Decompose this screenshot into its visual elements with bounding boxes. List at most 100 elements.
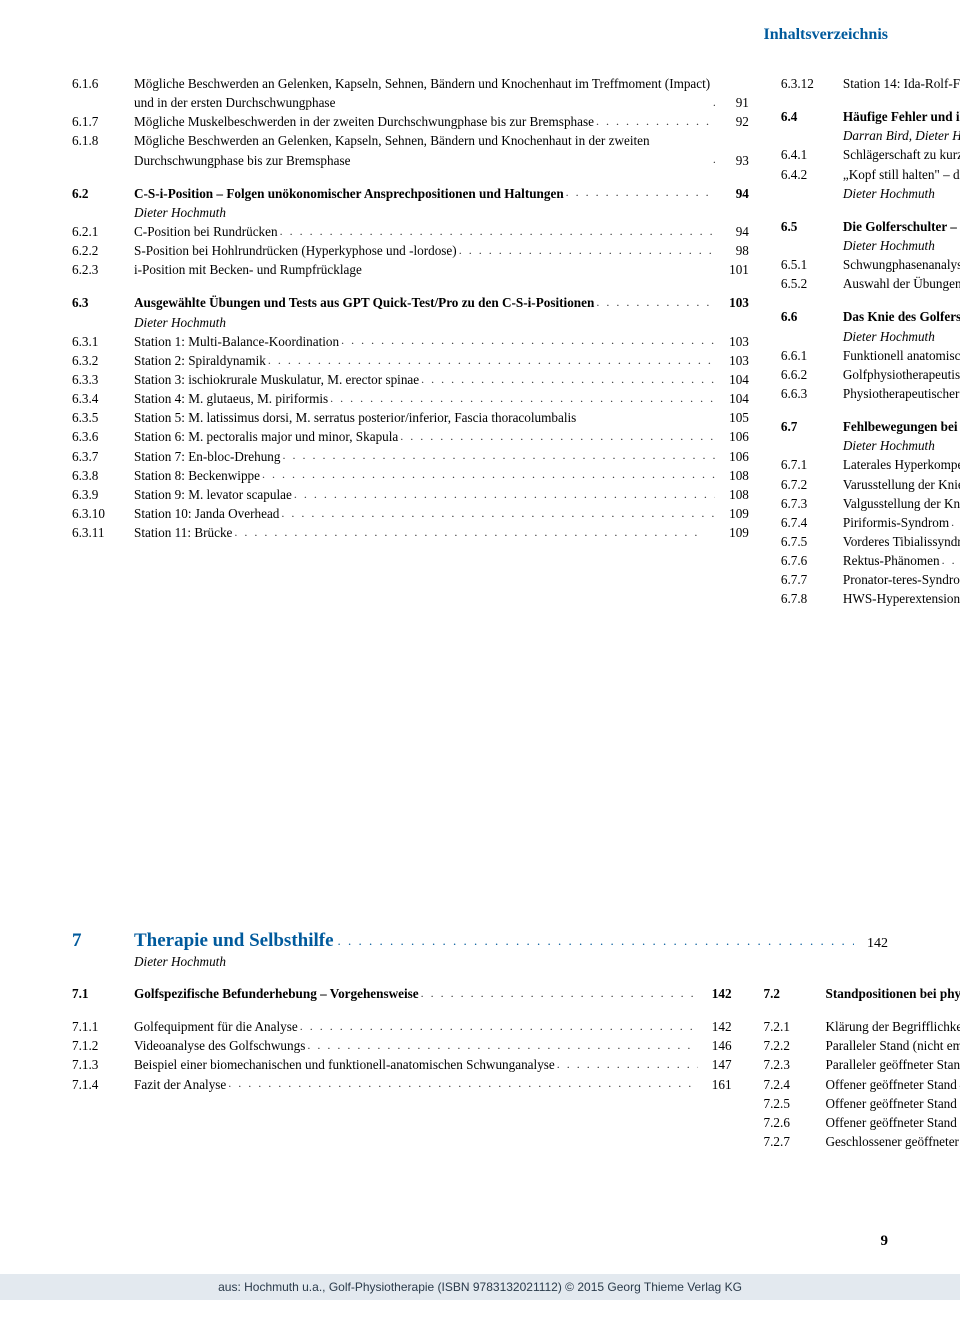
chapter-leader: . . . . . . . . . . . . . . . . . . . . … (334, 933, 854, 949)
entry-title: Rektus-Phänomen (843, 551, 940, 570)
entry-leader: . . . . . . . . . . . . . . . . . . . . … (711, 151, 715, 168)
entry-page: 94 (715, 222, 749, 241)
entry-leader: . . . . . . . . . . . . . . . . . . . . … (949, 514, 960, 531)
entry-number: 6.1.7 (72, 112, 134, 131)
toc-entry: 6.3.9Station 9: M. levator scapulae . . … (72, 485, 749, 504)
entry-number: 6.3.2 (72, 351, 134, 370)
toc-entry: 7.1Golfspezifische Befunderhebung – Vorg… (72, 984, 732, 1003)
entry-leader: . . . . . . . . . . . . . . . . . . . . … (260, 466, 715, 483)
entry-title: Offener geöffneter Stand (826, 1075, 957, 1094)
toc-entry: 7.2.1Klärung der Begrifflichkeiten . . .… (764, 1017, 960, 1036)
entry-page: 92 (715, 112, 749, 131)
entry-number: 6.3.9 (72, 485, 134, 504)
entry-leader: . . . . . . . . . . . . . . . . . . . . … (457, 242, 715, 259)
entry-title: Pronator-teres-Syndrom (843, 570, 960, 589)
toc-entry: Dieter Hochmuth (72, 203, 749, 222)
toc-entry: Dieter Hochmuth (72, 313, 749, 332)
entry-number: 6.7.2 (781, 475, 843, 494)
entry-title: Beispiel einer biomechanischen und funkt… (134, 1055, 555, 1074)
ch7-left-column: 7.1Golfspezifische Befunderhebung – Vorg… (72, 984, 732, 1151)
entry-number: 6.5 (781, 217, 843, 236)
toc-entry: 6.7.3Valgusstellung der Kniegelenke (X-B… (781, 494, 960, 513)
entry-number: 7.2.7 (764, 1132, 826, 1151)
toc-entry: 6.3.1Station 1: Multi-Balance-Koordinati… (72, 332, 749, 351)
entry-title: S-Position bei Hohlrundrücken (Hyperkyph… (134, 241, 457, 260)
entry-title: Videoanalyse des Golfschwungs (134, 1036, 305, 1055)
entry-title: Dieter Hochmuth (843, 236, 935, 255)
entry-page: 142 (698, 1017, 732, 1036)
toc-entry: 6.7.1Laterales Hyperkompensationssyndrom… (781, 455, 960, 474)
entry-number: 6.3.8 (72, 466, 134, 485)
entry-page: 142 (698, 984, 732, 1003)
entry-title: Schwungphasenanalyse bei Golferschulter (843, 255, 960, 274)
entry-leader: . . . . . . . . . . . . . . . . . . . . … (564, 184, 715, 201)
entry-number: 6.7.1 (781, 455, 843, 474)
entry-title: Station 14: Ida-Rolf-Funktionstest (843, 74, 960, 93)
toc-entry: 6.2.3i-Position mit Becken- und Rumpfrüc… (72, 260, 749, 279)
entry-page: 104 (715, 389, 749, 408)
entry-title: Station 9: M. levator scapulae (134, 485, 292, 504)
entry-leader: . . . . . . . . . . . . . . . . . . . . … (226, 1075, 697, 1092)
entry-number: 7.1.4 (72, 1075, 134, 1094)
entry-leader: . . . . . . . . . . . . . . . . . . . . … (278, 223, 715, 240)
toc-entry: 6.3.7Station 7: En-bloc-Drehung . . . . … (72, 447, 749, 466)
entry-title: Funktionell anatomische und biomechanisc… (843, 346, 960, 365)
entry-number: 6.5.2 (781, 274, 843, 293)
entry-page: 108 (715, 485, 749, 504)
entry-number: 6.1.6 (72, 74, 134, 93)
toc-entry: 7.2.2Paralleler Stand (nicht empfohlen) … (764, 1036, 960, 1055)
entry-title: Laterales Hyperkompensationssyndrom des … (843, 455, 960, 474)
entry-leader: . . . . . . . . . . . . . . . . . . . . … (292, 486, 715, 503)
entry-title: Offener geöffneter Stand mit zum Ziel ge… (826, 1094, 960, 1113)
entry-leader: . . . . . . . . . . . . . . . . . . . . … (298, 1018, 698, 1035)
entry-title: Dieter Hochmuth (843, 327, 935, 346)
entry-page: 101 (715, 260, 749, 279)
entry-number: 6.7.5 (781, 532, 843, 551)
toc-entry: 6.3.11Station 11: Brücke . . . . . . . .… (72, 523, 749, 542)
entry-number: 6.6 (781, 307, 843, 326)
entry-leader: . . . . . . . . . . . . . . . . . . . . … (266, 352, 715, 369)
entry-number: 6.7.8 (781, 589, 843, 608)
entry-number: 6.6.1 (781, 346, 843, 365)
entry-number: 6.3.12 (781, 74, 843, 93)
entry-number: 6.2.1 (72, 222, 134, 241)
entry-page: 109 (715, 504, 749, 523)
entry-title: Golfphysiotherapeutische und sportmedizi… (843, 365, 960, 384)
toc-entry: 6.7.6Rektus-Phänomen . . . . . . . . . .… (781, 551, 960, 570)
toc-entry: 7.1.2Videoanalyse des Golfschwungs . . .… (72, 1036, 732, 1055)
toc-entry: 6.6.3Physiotherapeutischer Ansatz im Hin… (781, 384, 960, 403)
entry-number: 6.3.6 (72, 427, 134, 446)
entry-title: Geschlossener geöffneter Stand (826, 1132, 960, 1151)
toc-entry: Darran Bird, Dieter Hochmuth (781, 126, 960, 145)
entry-leader: . . . . . . . . . . . . . . . . . . . . … (419, 985, 698, 1002)
entry-number: 6.7.7 (781, 570, 843, 589)
entry-title: Mögliche Muskelbeschwerden in der zweite… (134, 112, 594, 131)
entry-page: 146 (698, 1036, 732, 1055)
entry-number: 7.2 (764, 984, 826, 1003)
entry-number: 6.5.1 (781, 255, 843, 274)
toc-entry: 6.7.2Varusstellung der Kniegelenke (O-Be… (781, 475, 960, 494)
entry-number: 6.2.2 (72, 241, 134, 260)
entry-leader: . . . . . . . . . . . . . . . . . . . . … (555, 1056, 698, 1073)
chapter-title: Therapie und Selbsthilfe (134, 930, 334, 952)
chapter-author: Dieter Hochmuth (72, 954, 888, 970)
toc-entry: 6.4.2„Kopf still halten" – des Golfers F… (781, 165, 960, 184)
entry-page: 109 (715, 523, 749, 542)
entry-title: Station 3: ischiokrurale Muskulatur, M. … (134, 370, 419, 389)
toc-entry: 7.2.7Geschlossener geöffneter Stand . . … (764, 1132, 960, 1151)
toc-entry: 6.7.8HWS-Hyperextension . . . . . . . . … (781, 589, 960, 608)
entry-number: 7.1 (72, 984, 134, 1003)
entry-number: 6.3.1 (72, 332, 134, 351)
entry-page: 94 (715, 184, 749, 203)
entry-number: 7.1.1 (72, 1017, 134, 1036)
toc-entry: 6.3.3Station 3: ischiokrurale Muskulatur… (72, 370, 749, 389)
entry-title: Station 10: Janda Overhead (134, 504, 279, 523)
entry-title: C-Position bei Rundrücken (134, 222, 278, 241)
entry-leader: . . . . . . . . . . . . . . . . . . . . … (594, 113, 715, 130)
entry-title: Fazit der Analyse (134, 1075, 226, 1094)
toc-entry: 6.3.5Station 5: M. latissimus dorsi, M. … (72, 408, 749, 427)
entry-title: Dieter Hochmuth (843, 436, 935, 455)
entry-leader: . . . . . . . . . . . . . . . . . . . . … (281, 447, 715, 464)
entry-number: 6.3.11 (72, 523, 134, 542)
toc-entry: 6.6Das Knie des Golfers . . . . . . . . … (781, 307, 960, 326)
